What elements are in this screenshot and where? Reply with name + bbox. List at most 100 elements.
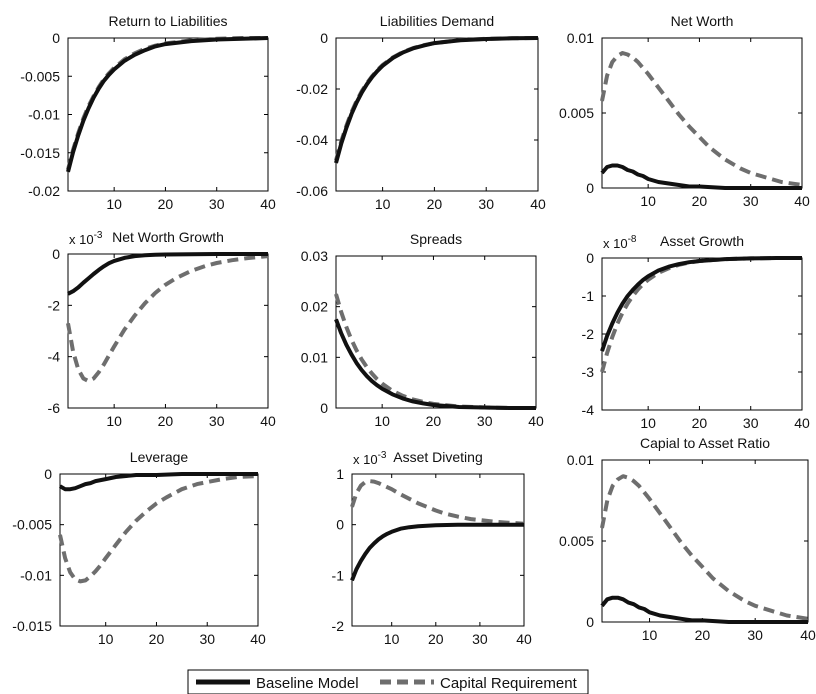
y-tick-label: -0.005	[20, 68, 60, 84]
x-tick-label: 10	[106, 196, 122, 212]
axis-multiplier: x 10-8	[603, 234, 637, 251]
y-tick-label: -1	[332, 567, 345, 583]
y-tick-label: 0	[586, 180, 594, 196]
axis-multiplier-exponent: -8	[628, 234, 637, 245]
y-tick-label: -4	[582, 402, 595, 418]
panel-title: Leverage	[130, 449, 189, 465]
panel-2: Liabilities Demand 10 20 30 40 0 -0.02 -0.04 -0.…	[296, 13, 546, 212]
series-line-baseline	[334, 318, 536, 410]
y-tick-label: 0	[586, 250, 594, 266]
x-tick-label: 30	[477, 413, 493, 429]
x-tick-label: 40	[260, 196, 276, 212]
x-tick-label: 40	[794, 415, 810, 431]
y-tick-label: -0.02	[296, 81, 328, 97]
y-tick-label: -0.01	[28, 107, 60, 123]
y-tick-label: -2	[332, 618, 345, 634]
x-tick-label: 10	[640, 415, 656, 431]
x-tick-label: 10	[374, 413, 390, 429]
y-tick-label: 0	[320, 30, 328, 46]
series-line-capital-requirement	[58, 474, 259, 584]
x-tick-label: 30	[209, 413, 225, 429]
y-tick-label: 0	[320, 400, 328, 416]
y-tick-label: 0.03	[301, 248, 328, 264]
panel-title: Asset Diveting	[393, 449, 482, 465]
x-tick-label: 30	[478, 196, 494, 212]
panel-5: Spreads 10 20 30 40 0 0.01 0.02 0.03	[301, 231, 544, 429]
y-tick-label: 0	[586, 614, 594, 630]
y-tick-label: 1	[336, 466, 344, 482]
x-tick-label: 20	[149, 631, 165, 647]
plot-frame	[601, 37, 803, 189]
panel-3: Net Worth 10 20 30 40 0 0.005 0.01	[559, 13, 810, 209]
series-line-capital-requirement	[334, 293, 536, 410]
y-tick-label: -6	[48, 400, 61, 416]
x-tick-label: 40	[528, 413, 544, 429]
panel-1: Return to Liabilities 10 20 30 40 0 -0.005 -0.0…	[20, 13, 276, 212]
x-tick-label: 30	[747, 627, 763, 643]
plot-frame	[601, 257, 803, 411]
legend: Baseline Model Capital Requirement	[187, 669, 589, 694]
x-tick-label: 40	[260, 413, 276, 429]
x-tick-label: 10	[384, 631, 400, 647]
series-line-capital-requirement	[350, 479, 525, 526]
y-tick-label: -1	[582, 288, 595, 304]
x-tick-label: 10	[375, 196, 391, 212]
plot-frame	[601, 459, 809, 623]
x-tick-label: 20	[427, 196, 443, 212]
panel-title: Net Worth Growth	[112, 229, 224, 245]
y-tick-label: -4	[48, 349, 61, 365]
panel-title: Liabilities Demand	[380, 13, 494, 29]
axis-multiplier: x 10-3	[69, 230, 103, 247]
y-tick-label: 0.01	[567, 452, 594, 468]
panel-4: Net Worth Growth x 10-3 10 20 30 40 0 -2 -4 -6	[48, 229, 276, 429]
panel-title: Capial to Asset Ratio	[640, 435, 770, 451]
panel-title: Return to Liabilities	[108, 13, 227, 29]
x-tick-label: 30	[743, 193, 759, 209]
panel-7: Leverage 10 20 30 40 0 -0.005 -0.01 -0.015	[12, 449, 266, 647]
x-tick-label: 30	[209, 196, 225, 212]
x-tick-label: 30	[743, 415, 759, 431]
x-tick-label: 20	[428, 631, 444, 647]
x-tick-label: 30	[472, 631, 488, 647]
y-tick-label: 0.01	[567, 30, 594, 46]
y-tick-label: 0.02	[301, 299, 328, 315]
panel-6: Asset Growth x 10-8 10 20 30 40 0 -1 -2 -3 -4	[582, 233, 810, 431]
series-line-baseline	[334, 36, 539, 164]
series-line-baseline	[350, 522, 524, 582]
plot-frame	[335, 37, 539, 192]
y-tick-label: 0	[336, 517, 344, 533]
axis-multiplier-exponent: -3	[378, 450, 387, 461]
x-tick-label: 30	[199, 631, 215, 647]
plot-frame	[67, 253, 269, 409]
series-line-capital-requirement	[600, 474, 809, 621]
series-line-baseline	[66, 36, 269, 173]
x-tick-label: 40	[250, 631, 266, 647]
x-tick-label: 10	[106, 413, 122, 429]
y-tick-label: -0.015	[20, 145, 60, 161]
series-line-baseline	[600, 595, 808, 624]
series-line-baseline	[600, 163, 802, 190]
y-tick-label: 0	[52, 246, 60, 262]
panel-title: Spreads	[410, 231, 462, 247]
x-tick-label: 20	[158, 413, 174, 429]
y-tick-label: 0.005	[559, 533, 594, 549]
y-tick-label: 0	[44, 466, 52, 482]
panel-9: Capial to Asset Ratio 10 20 30 40 0 0.005 0.01	[559, 435, 816, 643]
plot-frame	[67, 37, 269, 192]
panel-title: Net Worth	[671, 13, 734, 29]
y-tick-label: -2	[582, 326, 595, 342]
plot-frame	[335, 255, 537, 409]
series-line-capital-requirement	[66, 254, 269, 384]
x-tick-label: 20	[158, 196, 174, 212]
x-tick-label: 40	[516, 631, 532, 647]
panel-title: Asset Growth	[660, 233, 744, 249]
y-tick-label: -2	[48, 297, 61, 313]
series-line-baseline	[58, 472, 258, 492]
plot-frame	[59, 473, 259, 627]
y-tick-label: -0.04	[296, 132, 328, 148]
y-tick-label: -0.02	[28, 183, 60, 199]
y-tick-label: -0.005	[12, 517, 52, 533]
